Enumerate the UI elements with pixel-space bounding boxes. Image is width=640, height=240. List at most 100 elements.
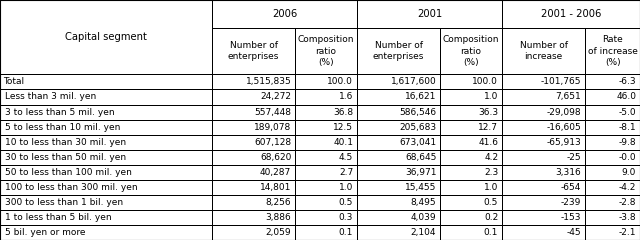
Bar [357,90,440,104]
Text: -65,913: -65,913 [547,138,581,147]
Text: 1.0: 1.0 [484,183,498,192]
Bar [502,90,585,104]
Bar [212,0,357,28]
Bar [585,28,640,74]
Text: Number of
enterprises: Number of enterprises [373,41,424,61]
Bar [295,120,357,135]
Bar [0,90,212,104]
Bar [440,104,502,120]
Text: 300 to less than 1 bil. yen: 300 to less than 1 bil. yen [5,198,124,207]
Text: 50 to less than 100 mil. yen: 50 to less than 100 mil. yen [5,168,132,177]
Text: -8.1: -8.1 [618,123,636,132]
Text: 41.6: 41.6 [478,138,498,147]
Bar [0,165,212,180]
Text: Composition
ratio
(%): Composition ratio (%) [298,36,355,66]
Text: 10 to less than 30 mil. yen: 10 to less than 30 mil. yen [5,138,126,147]
Text: -3.8: -3.8 [618,213,636,222]
Text: 40.1: 40.1 [333,138,353,147]
Bar [357,135,440,150]
Bar [440,165,502,180]
Text: 36,971: 36,971 [405,168,436,177]
Bar [357,28,440,74]
Text: -153: -153 [561,213,581,222]
Bar [212,74,295,90]
Text: -239: -239 [561,198,581,207]
Text: 100 to less than 300 mil. yen: 100 to less than 300 mil. yen [5,183,138,192]
Bar [0,195,212,210]
Text: 3 to less than 5 mil. yen: 3 to less than 5 mil. yen [5,108,115,117]
Bar [502,0,640,28]
Text: 2.3: 2.3 [484,168,498,177]
Bar [212,225,295,240]
Bar [502,225,585,240]
Text: -2.8: -2.8 [619,198,636,207]
Bar [502,120,585,135]
Text: 0.1: 0.1 [484,228,498,237]
Bar [0,180,212,195]
Bar [357,120,440,135]
Bar [357,0,502,28]
Text: 2001 - 2006: 2001 - 2006 [541,9,601,19]
Text: 7,651: 7,651 [556,92,581,102]
Text: 46.0: 46.0 [616,92,636,102]
Text: 189,078: 189,078 [254,123,291,132]
Text: 8,495: 8,495 [411,198,436,207]
Text: -16,605: -16,605 [547,123,581,132]
Text: 8,256: 8,256 [266,198,291,207]
Text: 586,546: 586,546 [399,108,436,117]
Bar [585,135,640,150]
Bar [212,28,295,74]
Text: 0.1: 0.1 [339,228,353,237]
Text: -4.2: -4.2 [619,183,636,192]
Bar [502,210,585,225]
Text: 1.6: 1.6 [339,92,353,102]
Text: 4,039: 4,039 [411,213,436,222]
Text: -45: -45 [567,228,581,237]
Text: -2.1: -2.1 [619,228,636,237]
Bar [212,150,295,165]
Bar [502,150,585,165]
Bar [212,210,295,225]
Text: 5 to less than 10 mil. yen: 5 to less than 10 mil. yen [5,123,120,132]
Bar [357,74,440,90]
Bar [357,195,440,210]
Bar [212,180,295,195]
Text: 1,515,835: 1,515,835 [246,78,291,86]
Bar [212,135,295,150]
Text: -29,098: -29,098 [547,108,581,117]
Bar [502,74,585,90]
Bar [357,210,440,225]
Text: 36.3: 36.3 [478,108,498,117]
Text: 0.5: 0.5 [339,198,353,207]
Bar [212,195,295,210]
Text: 68,645: 68,645 [405,153,436,162]
Text: -6.3: -6.3 [618,78,636,86]
Text: 673,041: 673,041 [399,138,436,147]
Bar [0,120,212,135]
Bar [295,74,357,90]
Bar [357,180,440,195]
Bar [295,180,357,195]
Text: 1 to less than 5 bil. yen: 1 to less than 5 bil. yen [5,213,112,222]
Text: 0.3: 0.3 [339,213,353,222]
Bar [585,210,640,225]
Text: 9.0: 9.0 [622,168,636,177]
Text: -25: -25 [567,153,581,162]
Bar [295,210,357,225]
Text: Total: Total [3,78,24,86]
Text: 24,272: 24,272 [260,92,291,102]
Text: 12.7: 12.7 [478,123,498,132]
Bar [440,74,502,90]
Bar [502,135,585,150]
Text: -0.0: -0.0 [618,153,636,162]
Bar [295,135,357,150]
Text: Number of
enterprises: Number of enterprises [228,41,279,61]
Text: -5.0: -5.0 [618,108,636,117]
Text: -654: -654 [561,183,581,192]
Text: 3,316: 3,316 [556,168,581,177]
Text: 0.2: 0.2 [484,213,498,222]
Bar [0,74,212,90]
Text: 4.5: 4.5 [339,153,353,162]
Text: 16,621: 16,621 [405,92,436,102]
Bar [295,165,357,180]
